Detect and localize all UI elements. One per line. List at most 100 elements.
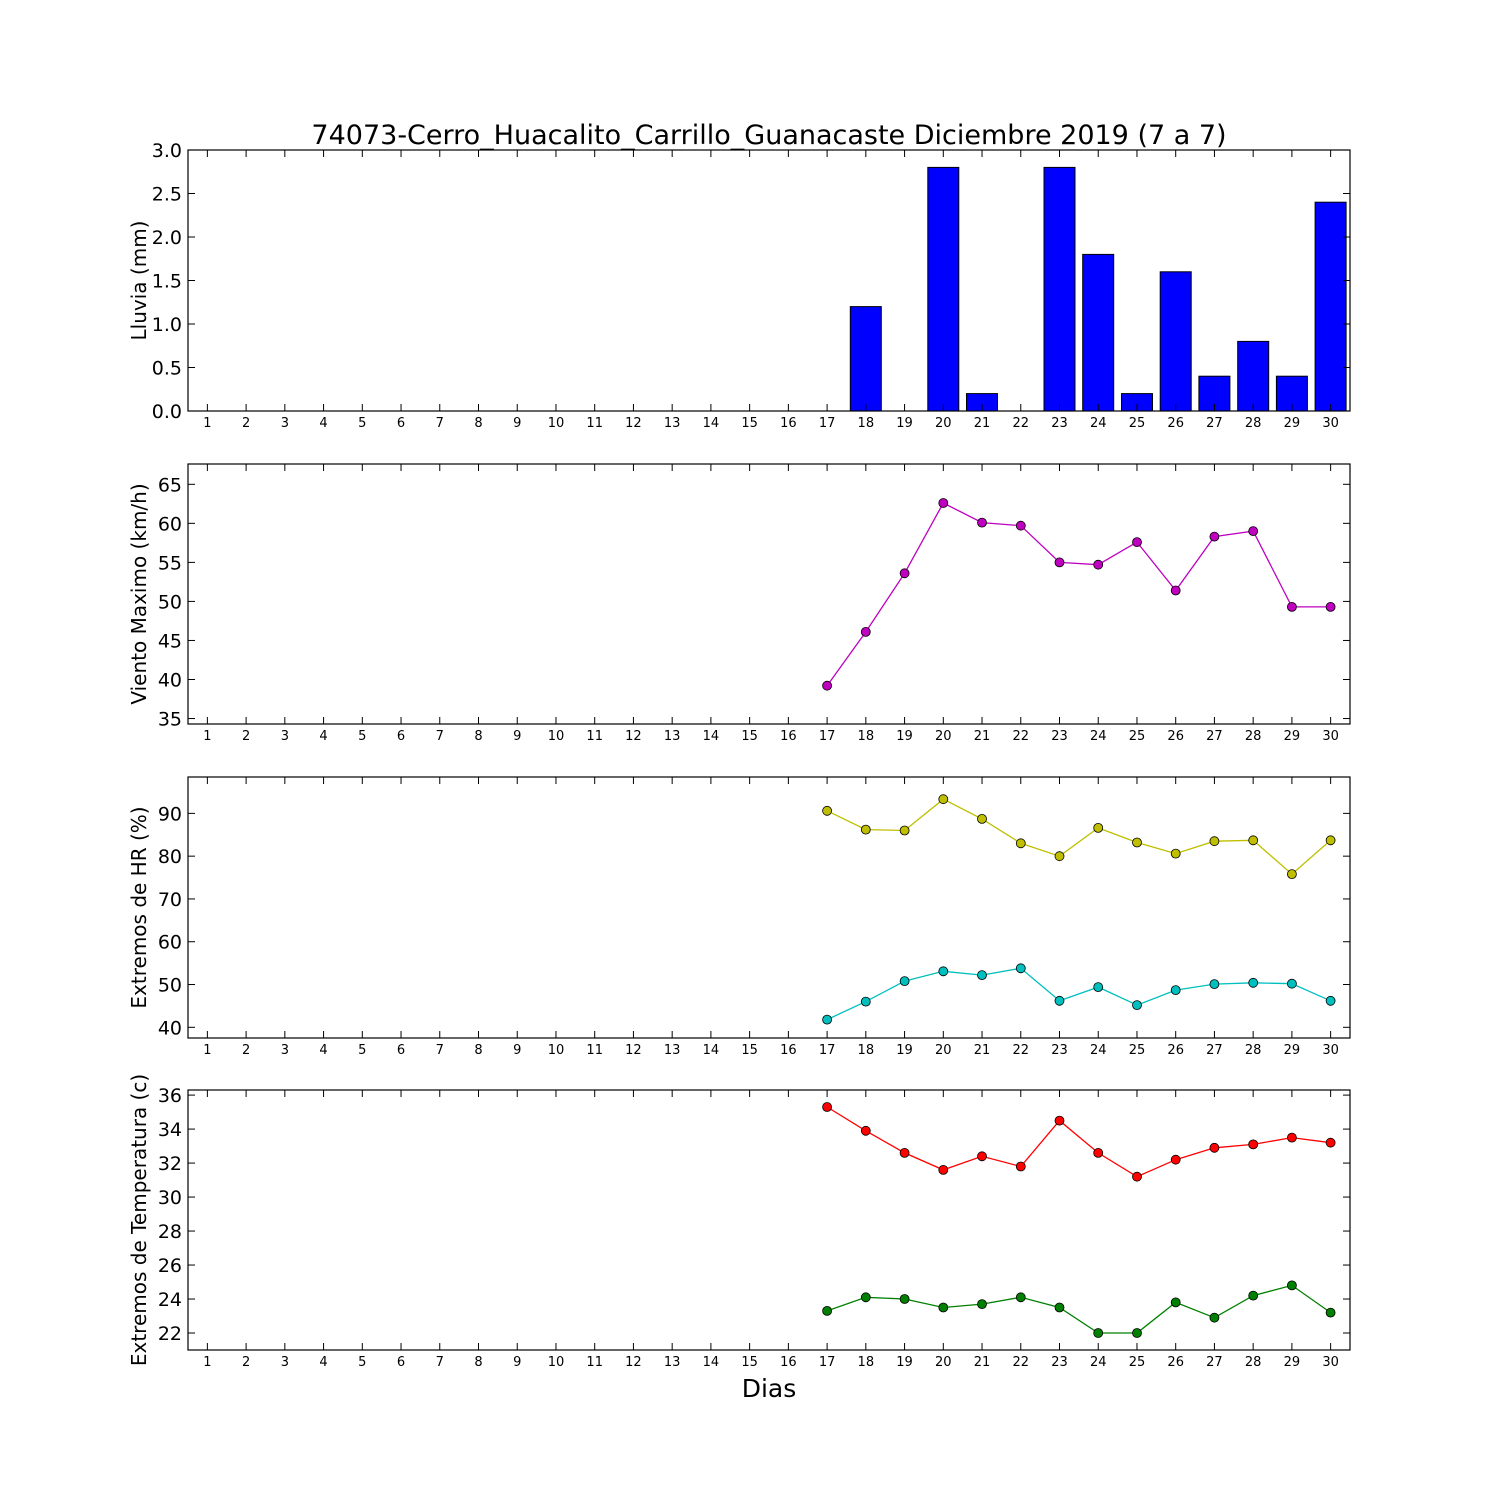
point-s2-day-26 [1170, 1297, 1181, 1308]
point-s1-day-20 [938, 498, 949, 508]
ytick-label: 50 [158, 975, 182, 997]
xtick-label: 26 [1167, 1355, 1184, 1370]
xtick-label: 24 [1090, 1355, 1107, 1370]
series-line-2 [826, 967, 1331, 1021]
point-s1-day-27 [1209, 531, 1220, 542]
ytick-label: 1.0 [152, 314, 182, 336]
ytick-label: 50 [158, 591, 182, 613]
point-s1-day-30 [1325, 1137, 1336, 1148]
xtick-label: 20 [935, 416, 952, 431]
xtick-label: 12 [625, 416, 642, 431]
xtick-label: 18 [858, 1043, 875, 1058]
ytick-label: 0.5 [152, 358, 182, 380]
xtick-label: 14 [703, 1043, 720, 1058]
series-line-2 [826, 1284, 1331, 1334]
point-s2-day-21 [977, 970, 987, 980]
y-axis-label: Extremos de Temperatura (c) [127, 1074, 151, 1366]
series-line-1 [826, 1106, 1331, 1178]
point-s2-day-20 [938, 1302, 949, 1313]
point-s1-day-21 [977, 517, 987, 528]
point-s1-day-17 [822, 1102, 832, 1112]
xtick-label: 17 [819, 416, 836, 431]
ytick-label: 34 [158, 1119, 182, 1141]
xtick-label: 27 [1206, 416, 1223, 431]
xtick-label: 22 [1012, 1043, 1029, 1058]
xtick-label: 13 [664, 1043, 681, 1058]
xtick-label: 18 [858, 1355, 875, 1370]
ytick-label: 26 [158, 1255, 182, 1277]
point-s2-day-28 [1248, 1290, 1259, 1301]
xtick-label: 17 [819, 729, 836, 744]
ytick-label: 55 [158, 552, 182, 574]
series-line-1 [826, 798, 1332, 875]
point-s1-day-18 [860, 627, 871, 637]
xtick-label: 22 [1012, 416, 1029, 431]
xtick-label: 10 [548, 729, 565, 744]
xtick-label: 26 [1167, 1043, 1184, 1058]
point-s1-day-26 [1170, 848, 1181, 859]
xtick-label: 27 [1206, 1043, 1223, 1058]
xtick-label: 1 [203, 1355, 211, 1370]
point-s1-day-21 [977, 814, 987, 824]
xtick-label: 12 [625, 729, 642, 744]
xtick-label: 26 [1167, 416, 1184, 431]
xtick-label: 5 [358, 1043, 366, 1058]
xtick-label: 3 [281, 1355, 289, 1370]
xtick-label: 23 [1051, 416, 1068, 431]
y-axis-label: Extremos de HR (%) [127, 806, 151, 1008]
point-s1-day-29 [1287, 602, 1297, 612]
xtick-label: 5 [358, 1355, 366, 1370]
xtick-label: 2 [242, 416, 250, 431]
ytick-label: 32 [158, 1153, 182, 1175]
point-s1-day-29 [1287, 1132, 1297, 1143]
xtick-label: 26 [1167, 729, 1184, 744]
bar-day-18 [849, 306, 882, 412]
point-s2-day-28 [1248, 977, 1259, 988]
point-s2-day-29 [1287, 978, 1297, 989]
point-s1-day-29 [1287, 869, 1297, 879]
xtick-label: 2 [242, 1043, 250, 1058]
xtick-label: 11 [586, 729, 603, 744]
y-axis-label: Lluvia (mm) [127, 221, 151, 341]
xtick-label: 24 [1090, 416, 1107, 431]
point-s2-day-25 [1132, 1000, 1142, 1010]
xtick-label: 14 [703, 729, 720, 744]
xtick-label: 20 [935, 1043, 952, 1058]
point-s2-day-25 [1132, 1328, 1142, 1338]
point-s2-day-18 [860, 996, 871, 1007]
xtick-label: 19 [896, 1355, 913, 1370]
xtick-label: 11 [586, 416, 603, 431]
bar-day-28 [1237, 340, 1270, 412]
xtick-label: 30 [1322, 1355, 1339, 1370]
ytick-label: 40 [158, 1017, 182, 1039]
xtick-label: 25 [1129, 1355, 1146, 1370]
point-s2-day-19 [899, 1294, 910, 1304]
point-s1-day-24 [1093, 559, 1104, 570]
point-s1-day-24 [1093, 1148, 1104, 1158]
point-s2-day-23 [1054, 1302, 1065, 1313]
point-s1-day-25 [1132, 1171, 1142, 1182]
point-s2-day-22 [1015, 963, 1026, 974]
xtick-label: 11 [586, 1355, 603, 1370]
xtick-label: 17 [819, 1043, 836, 1058]
xtick-label: 14 [703, 416, 720, 431]
xtick-label: 15 [741, 1355, 758, 1370]
xtick-label: 8 [474, 729, 482, 744]
point-s2-day-30 [1325, 995, 1336, 1006]
point-s1-day-23 [1054, 851, 1065, 862]
point-s2-day-24 [1093, 982, 1104, 992]
point-s1-day-21 [977, 1151, 987, 1162]
xtick-label: 8 [474, 1355, 482, 1370]
point-s1-day-18 [860, 824, 871, 835]
xtick-label: 29 [1284, 729, 1301, 744]
xtick-label: 18 [858, 416, 875, 431]
point-s2-day-19 [899, 976, 910, 986]
xtick-label: 19 [896, 1043, 913, 1058]
xtick-label: 5 [358, 729, 366, 744]
point-s1-day-23 [1054, 557, 1065, 568]
point-s2-day-18 [860, 1292, 871, 1303]
xtick-label: 7 [436, 416, 444, 431]
xtick-label: 24 [1090, 1043, 1107, 1058]
xtick-label: 21 [974, 416, 991, 431]
xtick-label: 13 [664, 729, 681, 744]
